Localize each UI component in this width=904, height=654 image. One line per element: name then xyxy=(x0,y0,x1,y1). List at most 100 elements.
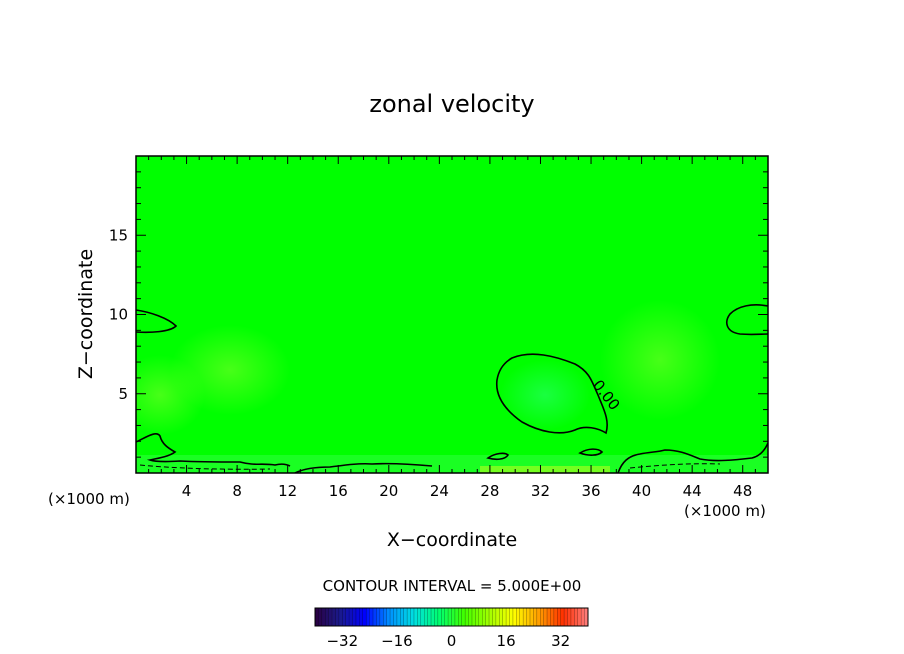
colorbar-cell xyxy=(577,608,582,626)
colorbar-cell xyxy=(553,608,558,626)
colorbar-cell xyxy=(407,608,411,626)
colorbar-cell xyxy=(567,608,572,626)
colorbar-cell xyxy=(355,608,360,626)
colorbar-cell xyxy=(431,608,435,626)
colorbar-cell xyxy=(396,608,401,626)
x-axis-label: X−coordinate xyxy=(387,529,517,551)
colorbar-cell xyxy=(338,608,343,626)
colorbar-cell xyxy=(403,608,408,626)
contour-right-lower xyxy=(617,442,768,473)
colorbar-tick-label: 32 xyxy=(551,632,570,650)
colorbar-cell xyxy=(536,608,541,626)
colorbar-cell xyxy=(434,608,439,626)
colorbar-ticks: −32 −16 0 16 32 xyxy=(326,632,570,650)
colorbar-cell xyxy=(502,608,507,626)
colorbar-cell xyxy=(506,608,510,626)
colorbar xyxy=(314,607,589,627)
colorbar-cell xyxy=(393,608,398,626)
contour-dashed-left xyxy=(139,464,271,470)
chart-title: zonal velocity xyxy=(369,90,534,118)
colorbar-cell xyxy=(519,608,524,626)
colorbar-cell xyxy=(359,608,364,626)
x-tick-label: 32 xyxy=(531,482,550,500)
colorbar-cell xyxy=(471,608,476,626)
colorbar-cell xyxy=(547,608,551,626)
colorbar-tick-label: 0 xyxy=(447,632,457,650)
colorbar-cell xyxy=(448,608,452,626)
y-tick-label: 15 xyxy=(109,226,128,244)
colorbar-cell xyxy=(478,608,483,626)
colorbar-cell xyxy=(458,608,463,626)
colorbar-frame xyxy=(314,607,589,627)
colorbar-cell xyxy=(400,608,405,626)
colorbar-cell xyxy=(335,608,340,626)
colorbar-cell xyxy=(574,608,579,626)
colorbar-cell xyxy=(482,608,486,626)
colorbar-cell xyxy=(318,608,323,626)
contour-small-loop xyxy=(486,452,510,461)
colorbar-cell xyxy=(564,608,568,626)
colorbar-cell xyxy=(495,608,500,626)
colorbar-tick-label: −32 xyxy=(326,632,358,650)
colorbar-cell xyxy=(444,608,449,626)
colorbar-cell xyxy=(366,608,370,626)
x-tick-label: 4 xyxy=(182,482,192,500)
x-tick-label: 44 xyxy=(683,482,702,500)
contour-center-lower xyxy=(294,462,433,473)
colorbar-cell xyxy=(560,608,565,626)
colorbar-cell xyxy=(342,608,347,626)
colorbar-cell xyxy=(413,608,418,626)
colorbar-cell xyxy=(349,608,353,626)
x-tick-label: 48 xyxy=(733,482,752,500)
colorbar-cell xyxy=(461,608,466,626)
colorbar-cell xyxy=(543,608,548,626)
x-units-left: (×1000 m) xyxy=(48,490,130,508)
colorbar-cell xyxy=(550,608,555,626)
colorbar-tick-label: 16 xyxy=(497,632,516,650)
colorbar-cell xyxy=(465,608,469,626)
colorbar-tick-label: −16 xyxy=(381,632,413,650)
contour-interval-text: CONTOUR INTERVAL = 5.000E+00 xyxy=(323,577,582,595)
x-tick-label: 20 xyxy=(379,482,398,500)
colorbar-cell xyxy=(420,608,425,626)
contour-dashed-lines xyxy=(139,463,721,470)
colorbar-cell xyxy=(386,608,391,626)
contour-center-closed xyxy=(496,353,608,435)
colorbar-cell xyxy=(441,608,445,626)
colorbar-cell xyxy=(475,608,480,626)
x-tick-label: 24 xyxy=(430,482,449,500)
colorbar-cell xyxy=(533,608,538,626)
colorbar-cell xyxy=(468,608,473,626)
contour-left-lower xyxy=(136,433,291,467)
contour-right-upper xyxy=(726,304,768,336)
x-axis-ticks: 4 8 12 16 20 24 28 32 36 40 44 48 xyxy=(148,156,756,500)
colorbar-cell xyxy=(489,608,493,626)
contour-left-upper xyxy=(136,309,178,334)
x-tick-label: 28 xyxy=(480,482,499,500)
colorbar-cell xyxy=(315,608,319,626)
x-tick-label: 12 xyxy=(278,482,297,500)
colorbar-cell xyxy=(325,608,329,626)
contour-lines xyxy=(136,304,768,473)
colorbar-cell xyxy=(321,608,326,626)
colorbar-cell xyxy=(581,608,585,626)
colorbar-cell xyxy=(424,608,428,626)
colorbar-cell xyxy=(485,608,490,626)
colorbar-cell xyxy=(540,608,544,626)
x-tick-label: 36 xyxy=(581,482,600,500)
colorbar-cell xyxy=(383,608,387,626)
contour-dashed-right xyxy=(629,463,721,469)
field-patch xyxy=(500,360,590,430)
colorbar-cell xyxy=(512,608,517,626)
colorbar-cell xyxy=(362,608,367,626)
colorbar-cell xyxy=(352,608,357,626)
field-patch xyxy=(600,300,720,420)
colorbar-cell xyxy=(557,608,561,626)
colorbar-cell xyxy=(390,608,394,626)
colorbar-cell xyxy=(584,608,589,626)
y-axis-ticks: 5 10 15 xyxy=(109,171,768,458)
x-tick-label: 40 xyxy=(632,482,651,500)
colorbar-cell xyxy=(454,608,459,626)
plot-area: 0.00 xyxy=(136,156,768,473)
